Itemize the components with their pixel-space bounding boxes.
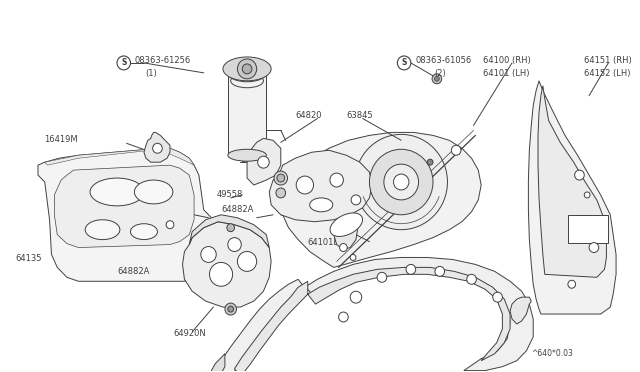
Circle shape	[397, 56, 411, 70]
Bar	[228, 73, 266, 155]
Text: 64101E: 64101E	[308, 238, 339, 247]
Ellipse shape	[310, 198, 333, 212]
Text: 64882A: 64882A	[117, 267, 149, 276]
Circle shape	[330, 173, 344, 187]
Circle shape	[340, 244, 348, 251]
Circle shape	[296, 176, 314, 194]
Text: 64101 (LH): 64101 (LH)	[483, 69, 530, 78]
Circle shape	[513, 313, 521, 321]
Circle shape	[575, 170, 584, 180]
Circle shape	[274, 171, 287, 185]
Circle shape	[350, 291, 362, 303]
Circle shape	[432, 74, 442, 84]
Ellipse shape	[85, 220, 120, 240]
Text: 64920N: 64920N	[173, 329, 205, 338]
Polygon shape	[189, 215, 269, 247]
Circle shape	[276, 188, 285, 198]
Text: 64151 (RH): 64151 (RH)	[584, 56, 632, 65]
Polygon shape	[529, 81, 616, 314]
Polygon shape	[334, 215, 358, 250]
Ellipse shape	[330, 213, 362, 237]
Polygon shape	[38, 148, 211, 281]
Circle shape	[394, 174, 409, 190]
Circle shape	[435, 266, 445, 276]
Polygon shape	[283, 132, 481, 267]
Text: 64100 (RH): 64100 (RH)	[483, 56, 531, 65]
Text: 64152 (LH): 64152 (LH)	[584, 69, 631, 78]
Polygon shape	[211, 354, 225, 372]
Circle shape	[237, 251, 257, 271]
Circle shape	[568, 280, 575, 288]
Circle shape	[117, 56, 131, 70]
Text: 14952: 14952	[241, 155, 267, 164]
Circle shape	[225, 303, 236, 315]
Bar	[568, 215, 609, 243]
Text: (2): (2)	[434, 69, 445, 78]
Ellipse shape	[228, 149, 266, 161]
Circle shape	[493, 292, 502, 302]
Circle shape	[228, 306, 234, 312]
Circle shape	[384, 164, 419, 200]
Ellipse shape	[134, 180, 173, 204]
Ellipse shape	[131, 224, 157, 240]
Ellipse shape	[223, 57, 271, 81]
Polygon shape	[510, 297, 531, 324]
Polygon shape	[538, 86, 607, 277]
Circle shape	[153, 143, 163, 153]
Circle shape	[277, 174, 285, 182]
Circle shape	[237, 59, 257, 79]
Circle shape	[227, 224, 234, 232]
Text: 63845: 63845	[346, 110, 373, 119]
Circle shape	[428, 159, 433, 165]
Ellipse shape	[228, 64, 266, 82]
Text: ^640*0.03: ^640*0.03	[531, 349, 573, 358]
Text: 16419M: 16419M	[44, 135, 77, 144]
Circle shape	[228, 238, 241, 251]
Polygon shape	[54, 165, 194, 247]
Polygon shape	[247, 138, 281, 185]
Polygon shape	[144, 132, 170, 162]
Ellipse shape	[90, 178, 144, 206]
Circle shape	[584, 192, 590, 198]
Text: 49558: 49558	[216, 190, 243, 199]
Polygon shape	[182, 222, 271, 307]
Circle shape	[355, 134, 447, 230]
Circle shape	[589, 243, 598, 253]
Circle shape	[435, 76, 439, 81]
Circle shape	[201, 247, 216, 262]
Polygon shape	[269, 150, 372, 222]
Circle shape	[406, 264, 415, 274]
Polygon shape	[211, 257, 533, 372]
Text: 64820: 64820	[295, 110, 322, 119]
Circle shape	[369, 149, 433, 215]
Circle shape	[351, 195, 361, 205]
Circle shape	[258, 156, 269, 168]
Text: (1): (1)	[145, 69, 157, 78]
Circle shape	[377, 272, 387, 282]
Text: S: S	[121, 58, 127, 67]
Text: 08363-61256: 08363-61256	[134, 56, 191, 65]
Circle shape	[451, 145, 461, 155]
Text: 08363-61056: 08363-61056	[415, 56, 472, 65]
Circle shape	[209, 262, 232, 286]
Circle shape	[243, 64, 252, 74]
Circle shape	[467, 274, 476, 284]
Circle shape	[339, 312, 348, 322]
Polygon shape	[45, 148, 194, 165]
Polygon shape	[234, 267, 510, 372]
Circle shape	[166, 221, 174, 229]
Text: 64135: 64135	[15, 254, 42, 263]
Text: 64882A: 64882A	[221, 205, 253, 214]
Circle shape	[350, 254, 356, 260]
Text: S: S	[401, 58, 407, 67]
